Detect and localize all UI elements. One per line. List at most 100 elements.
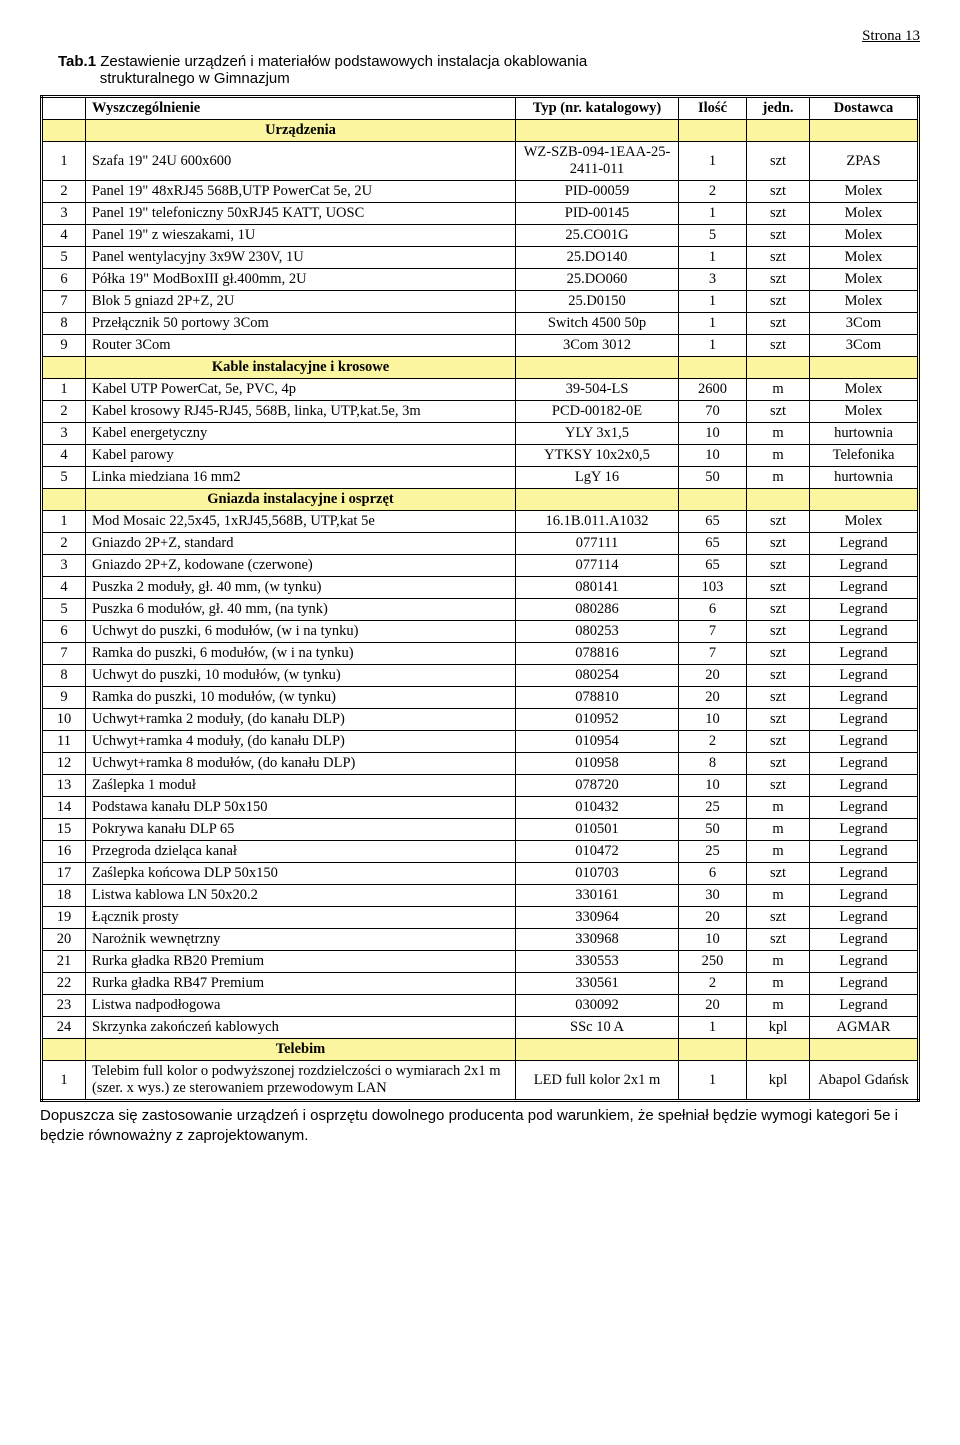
cell: Mod Mosaic 22,5x45, 1xRJ45,568B, UTP,kat… (86, 511, 516, 533)
cell: m (747, 379, 810, 401)
cell: szt (747, 555, 810, 577)
section-title: Telebim (86, 1039, 516, 1061)
table-row: 1Kabel UTP PowerCat, 5e, PVC, 4p39-504-L… (42, 379, 919, 401)
cell: 1 (679, 247, 747, 269)
cell: Legrand (810, 819, 919, 841)
cell: 5 (42, 467, 86, 489)
cell: kpl (747, 1061, 810, 1101)
cell: szt (747, 643, 810, 665)
section-title: Kable instalacyjne i krosowe (86, 357, 516, 379)
cell: Ramka do puszki, 10 modułów, (w tynku) (86, 687, 516, 709)
section-row: Telebim (42, 1039, 919, 1061)
cell: 1 (679, 1017, 747, 1039)
cell: 25 (679, 797, 747, 819)
cell: 6 (42, 269, 86, 291)
cell: Łącznik prosty (86, 907, 516, 929)
cell: m (747, 467, 810, 489)
table-row: 5Linka miedziana 16 mm2LgY 1650mhurtowni… (42, 467, 919, 489)
cell: 20 (679, 907, 747, 929)
cell: Molex (810, 225, 919, 247)
cell: Panel wentylacyjny 3x9W 230V, 1U (86, 247, 516, 269)
cell: 010958 (516, 753, 679, 775)
table-row: 20Narożnik wewnętrzny33096810sztLegrand (42, 929, 919, 951)
cell: 3 (42, 423, 86, 445)
cell: 4 (42, 445, 86, 467)
table-row: 9Router 3Com3Com 30121szt3Com (42, 335, 919, 357)
cell: PCD-00182-0E (516, 401, 679, 423)
section-row: Kable instalacyjne i krosowe (42, 357, 919, 379)
cell: Legrand (810, 621, 919, 643)
cell: Legrand (810, 907, 919, 929)
cell: 3Com (810, 335, 919, 357)
cell: Półka 19" ModBoxIII gł.400mm, 2U (86, 269, 516, 291)
cell: Abapol Gdańsk (810, 1061, 919, 1101)
cell: 330561 (516, 973, 679, 995)
cell: 030092 (516, 995, 679, 1017)
cell: 23 (42, 995, 86, 1017)
cell: 2 (679, 181, 747, 203)
table-row: 18Listwa kablowa LN 50x20.233016130mLegr… (42, 885, 919, 907)
cell: 19 (42, 907, 86, 929)
cell: szt (747, 863, 810, 885)
table-row: 13Zaślepka 1 moduł07872010sztLegrand (42, 775, 919, 797)
cell: 330161 (516, 885, 679, 907)
table-body: Urządzenia1Szafa 19" 24U 600x600WZ-SZB-0… (42, 120, 919, 1101)
cell: Legrand (810, 665, 919, 687)
cell: 20 (679, 687, 747, 709)
cell: Pokrywa kanału DLP 65 (86, 819, 516, 841)
cell: 24 (42, 1017, 86, 1039)
cell: Legrand (810, 973, 919, 995)
cell: 078816 (516, 643, 679, 665)
cell: Zaślepka końcowa DLP 50x150 (86, 863, 516, 885)
caption-intro: Tab.1 (58, 53, 96, 70)
cell: 10 (679, 709, 747, 731)
cell: szt (747, 335, 810, 357)
cell: Ramka do puszki, 6 modułów, (w i na tynk… (86, 643, 516, 665)
cell: 8 (42, 665, 86, 687)
cell: Molex (810, 203, 919, 225)
cell: szt (747, 291, 810, 313)
cell: 330964 (516, 907, 679, 929)
cell: 6 (679, 599, 747, 621)
cell: Kabel krosowy RJ45-RJ45, 568B, linka, UT… (86, 401, 516, 423)
cell: kpl (747, 1017, 810, 1039)
table-row: 21Rurka gładka RB20 Premium330553250mLeg… (42, 951, 919, 973)
cell: 10 (679, 445, 747, 467)
cell: 7 (679, 621, 747, 643)
cell: 010432 (516, 797, 679, 819)
cell: Skrzynka zakończeń kablowych (86, 1017, 516, 1039)
cell: Molex (810, 291, 919, 313)
cell: 16 (42, 841, 86, 863)
cell: 7 (42, 643, 86, 665)
cell: szt (747, 511, 810, 533)
cell: m (747, 797, 810, 819)
cell: Listwa nadpodłogowa (86, 995, 516, 1017)
cell: 17 (42, 863, 86, 885)
cell: SSc 10 A (516, 1017, 679, 1039)
cell: Panel 19" telefoniczny 50xRJ45 KATT, UOS… (86, 203, 516, 225)
cell: 6 (42, 621, 86, 643)
cell: 1 (679, 335, 747, 357)
cell: 10 (679, 929, 747, 951)
cell: Uchwyt do puszki, 10 modułów, (w tynku) (86, 665, 516, 687)
cell: 30 (679, 885, 747, 907)
cell: 20 (679, 995, 747, 1017)
cell: szt (747, 142, 810, 181)
cell: 50 (679, 819, 747, 841)
cell: 3 (42, 555, 86, 577)
cell: szt (747, 907, 810, 929)
table-row: 2Panel 19" 48xRJ45 568B,UTP PowerCat 5e,… (42, 181, 919, 203)
cell: m (747, 819, 810, 841)
table-row: 3Kabel energetycznyYLY 3x1,510mhurtownia (42, 423, 919, 445)
table-row: 1Telebim full kolor o podwyższonej rozdz… (42, 1061, 919, 1101)
cell: 14 (42, 797, 86, 819)
table-row: 4Kabel parowyYTKSY 10x2x0,510mTelefonika (42, 445, 919, 467)
table-row: 3Panel 19" telefoniczny 50xRJ45 KATT, UO… (42, 203, 919, 225)
cell: PID-00059 (516, 181, 679, 203)
cell: Legrand (810, 687, 919, 709)
cell: 1 (42, 142, 86, 181)
cell: szt (747, 225, 810, 247)
cell: 8 (42, 313, 86, 335)
cell: 103 (679, 577, 747, 599)
cell: 078810 (516, 687, 679, 709)
